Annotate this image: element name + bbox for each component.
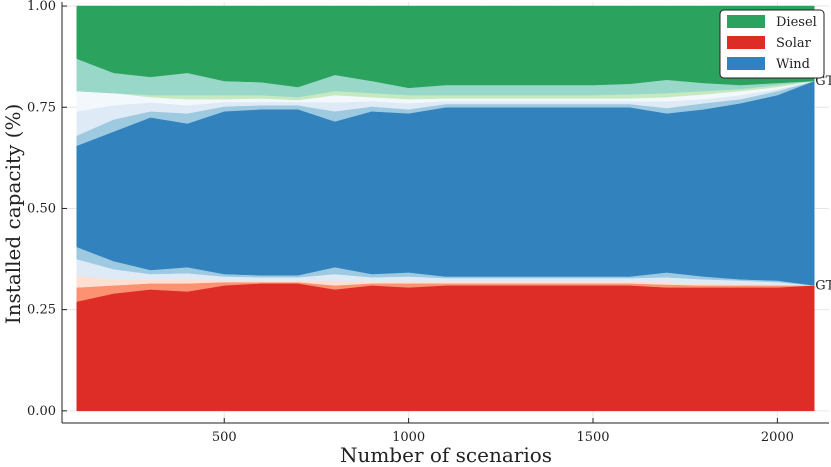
legend-swatch-wind — [727, 57, 765, 70]
y-tick-label-1: 0.25 — [27, 303, 56, 318]
legend-swatch-diesel — [727, 15, 765, 28]
x-tick-label-0: 500 — [212, 430, 237, 445]
y-tick-label-3: 0.75 — [27, 100, 56, 115]
legend-label-wind: Wind — [776, 57, 810, 72]
y-tick-label-0: 0.00 — [27, 404, 56, 419]
x-tick-label-2: 1500 — [576, 430, 609, 445]
gt-annotation-1: GT — [815, 278, 831, 293]
legend: Diesel Solar Wind — [719, 9, 825, 79]
axes — [61, 2, 829, 424]
x-tick-label-3: 2000 — [761, 430, 794, 445]
y-axis-label: Installed capacity (%) — [1, 104, 25, 325]
y-tick-label-4: 1.00 — [27, 0, 56, 14]
legend-label-diesel: Diesel — [776, 15, 817, 30]
y-tick-label-2: 0.50 — [27, 201, 56, 216]
tick-labels: 500 1000 1500 2000 0.00 0.25 0.50 0.75 1.00 — [27, 0, 794, 445]
diesel-area — [76, 5, 815, 89]
solar-area — [76, 283, 815, 412]
x-axis-label: Number of scenarios — [340, 443, 552, 467]
stacked-areas — [76, 5, 815, 412]
legend-label-solar: Solar — [776, 36, 812, 51]
x-tick-label-1: 1000 — [392, 430, 425, 445]
legend-swatch-solar — [727, 36, 765, 49]
